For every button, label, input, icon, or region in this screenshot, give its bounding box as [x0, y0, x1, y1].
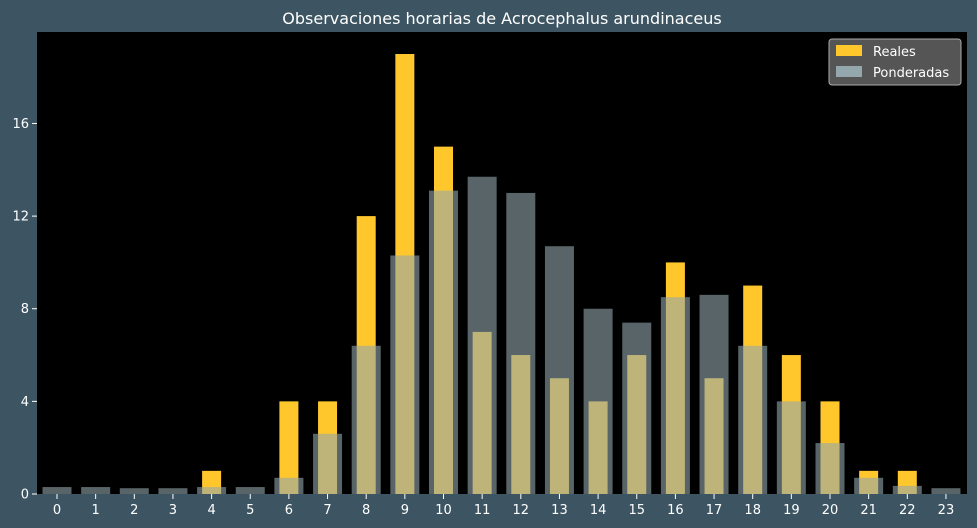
x-tick-label-12: 12 — [513, 503, 530, 518]
bar-ponderadas-23 — [931, 488, 961, 494]
chart-title: Observaciones horarias de Acrocephalus a… — [282, 9, 721, 28]
x-tick-label-5: 5 — [246, 503, 254, 518]
x-tick-label-4: 4 — [207, 503, 215, 518]
bar-ponderadas-7 — [313, 433, 343, 494]
x-tick-label-10: 10 — [435, 503, 452, 518]
plot-area — [37, 32, 967, 494]
bar-ponderadas-5 — [235, 487, 265, 494]
x-tick-label-20: 20 — [822, 503, 839, 518]
x-tick-label-13: 13 — [551, 503, 568, 518]
y-tick-label-0: 0 — [21, 488, 29, 503]
x-tick-label-16: 16 — [667, 503, 684, 518]
bars-weighted — [42, 176, 961, 495]
bar-ponderadas-12 — [506, 192, 536, 494]
y-tick-label-16: 16 — [12, 117, 29, 132]
x-tick-label-2: 2 — [130, 503, 138, 518]
bar-ponderadas-11 — [467, 176, 497, 495]
bar-ponderadas-18 — [738, 345, 768, 494]
bar-ponderadas-22 — [892, 485, 922, 494]
bar-ponderadas-14 — [583, 308, 613, 494]
x-tick-label-6: 6 — [285, 503, 293, 518]
bar-ponderadas-21 — [854, 477, 884, 494]
y-tick-label-8: 8 — [21, 302, 29, 317]
x-tick-label-14: 14 — [590, 503, 607, 518]
bar-ponderadas-13 — [544, 246, 574, 494]
bar-ponderadas-3 — [158, 488, 188, 494]
legend: Reales Ponderadas — [828, 38, 962, 86]
bar-ponderadas-15 — [622, 322, 652, 494]
x-tick-label-7: 7 — [323, 503, 331, 518]
x-tick-label-15: 15 — [628, 503, 645, 518]
y-tick-label-12: 12 — [12, 210, 29, 225]
legend-label-ponderadas: Ponderadas — [873, 66, 949, 81]
bar-ponderadas-19 — [776, 401, 806, 494]
bar-ponderadas-6 — [274, 477, 304, 494]
bar-ponderadas-8 — [351, 345, 381, 494]
bar-ponderadas-17 — [699, 294, 729, 494]
x-axis: 0 1 2 3 4 5 6 7 8 9 10 11 12 13 14 15 16 17 18 19 20 21 22 23 — [53, 494, 954, 518]
x-tick-label-0: 0 — [53, 503, 61, 518]
bar-ponderadas-0 — [42, 487, 72, 494]
bar-ponderadas-10 — [429, 190, 458, 494]
legend-label-reales: Reales — [873, 45, 916, 60]
x-tick-label-3: 3 — [169, 503, 177, 518]
x-tick-label-17: 17 — [706, 503, 723, 518]
x-tick-label-19: 19 — [783, 503, 800, 518]
x-tick-label-21: 21 — [860, 503, 877, 518]
y-tick-label-4: 4 — [21, 395, 29, 410]
bar-ponderadas-9 — [390, 255, 420, 494]
x-tick-label-18: 18 — [744, 503, 761, 518]
bar-ponderadas-4 — [197, 487, 227, 494]
legend-swatch-reales — [836, 45, 862, 56]
x-tick-label-8: 8 — [362, 503, 370, 518]
y-axis: 0 4 8 12 16 — [12, 117, 37, 503]
x-tick-label-1: 1 — [92, 503, 100, 518]
x-tick-label-22: 22 — [899, 503, 916, 518]
bar-reales-6 — [279, 401, 299, 494]
bar-ponderadas-2 — [119, 488, 149, 494]
legend-swatch-ponderadas — [836, 66, 862, 77]
x-tick-label-9: 9 — [401, 503, 409, 518]
x-tick-label-23: 23 — [938, 503, 955, 518]
x-tick-label-11: 11 — [474, 503, 491, 518]
bar-ponderadas-20 — [815, 443, 845, 494]
bar-ponderadas-1 — [81, 487, 111, 494]
bar-ponderadas-16 — [660, 297, 690, 494]
